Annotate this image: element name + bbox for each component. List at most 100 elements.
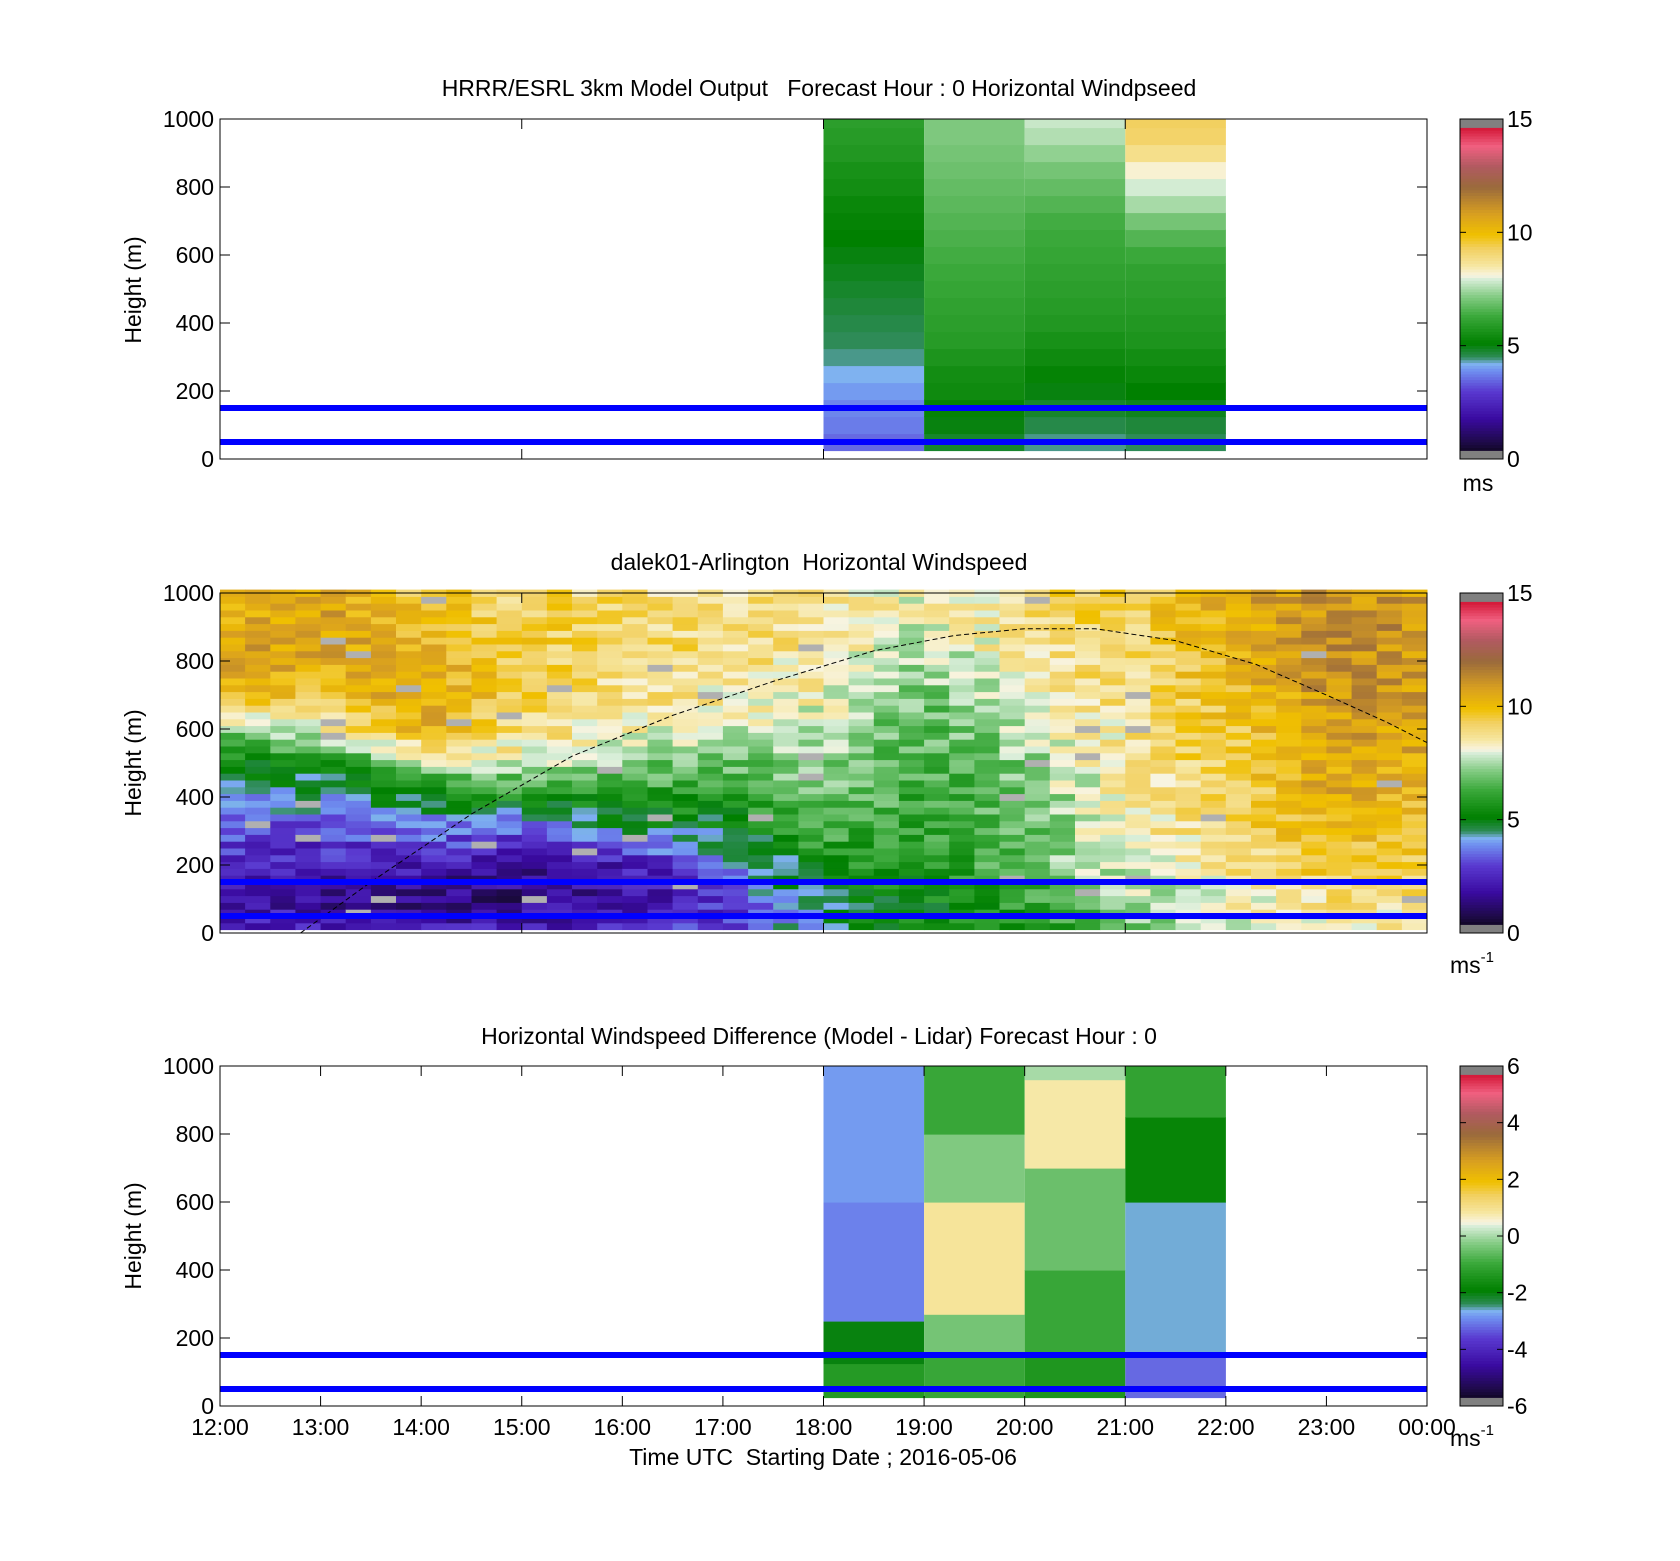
heatmap-cell (1200, 895, 1227, 903)
heatmap-cell (873, 766, 900, 774)
heatmap-cell (521, 705, 548, 713)
colorbar-segment (1460, 240, 1503, 245)
colorbar-segment (1460, 1340, 1503, 1345)
heatmap-cell (622, 766, 648, 774)
colorbar-segment (1460, 833, 1503, 838)
heatmap-cell (446, 644, 472, 652)
heatmap-cell (999, 902, 1026, 910)
heatmap-cell (1049, 854, 1076, 863)
heatmap-cell (1200, 657, 1227, 665)
heatmap-cell (748, 793, 774, 801)
heatmap-cell (421, 916, 447, 924)
heatmap-cell (1351, 841, 1378, 849)
heatmap-cell (546, 773, 573, 781)
heatmap-cell (1301, 861, 1327, 869)
heatmap-cell (1351, 854, 1378, 863)
heatmap-cell (848, 902, 875, 910)
colorbar-segment (1460, 1343, 1503, 1347)
colorbar-segment (1460, 867, 1503, 872)
heatmap-cell (220, 630, 246, 638)
heatmap-cell (446, 684, 472, 693)
heatmap-cell (622, 888, 648, 897)
heatmap-cell (245, 834, 271, 842)
heatmap-cell (823, 1202, 925, 1322)
heatmap-cell (1125, 766, 1151, 774)
heatmap-cell (949, 752, 975, 761)
heatmap-cell (1049, 841, 1076, 849)
colorbar-segment (1460, 204, 1503, 208)
heatmap-cell (748, 664, 774, 672)
heatmap-cell (370, 780, 397, 788)
heatmap-cell (1049, 916, 1076, 924)
heatmap-cell (999, 623, 1026, 631)
heatmap-cell (949, 650, 975, 659)
heatmap-cell (697, 650, 724, 659)
heatmap-cell (672, 732, 699, 740)
heatmap-cell (1049, 698, 1076, 706)
heatmap-cell (396, 861, 422, 869)
heatmap-cell (421, 841, 447, 849)
heatmap-cell (446, 698, 472, 706)
heatmap-cell (773, 610, 799, 618)
heatmap-cell (898, 725, 925, 733)
heatmap-cell (320, 644, 347, 652)
heatmap-cell (1075, 603, 1101, 611)
heatmap-cell (270, 800, 296, 808)
heatmap-cell (396, 752, 422, 761)
heatmap-cell (1351, 861, 1378, 869)
x-tick-label: 18:00 (795, 1414, 853, 1440)
heatmap-cell (370, 875, 397, 883)
heatmap-cell (873, 678, 900, 686)
heatmap-cell (949, 888, 975, 897)
heatmap-cell (446, 725, 472, 733)
heatmap-cell (1100, 732, 1126, 740)
colorbar-segment (1460, 1216, 1503, 1220)
panel-model-ylabel: Height (m) (120, 236, 146, 343)
heatmap-cell (1024, 759, 1051, 767)
heatmap-cell (471, 705, 498, 713)
heatmap-cell (471, 868, 498, 876)
heatmap-cell (1075, 746, 1101, 754)
heatmap-cell (370, 922, 397, 931)
heatmap-cell (345, 718, 372, 727)
heatmap-cell (748, 603, 774, 611)
colorbar-segment (1460, 215, 1503, 219)
colorbar-segment (1460, 646, 1503, 651)
heatmap-cell (1225, 800, 1252, 808)
colorbar-segment (1460, 632, 1503, 636)
heatmap-cell (798, 841, 824, 849)
heatmap-cell (396, 807, 422, 815)
heatmap-cell (396, 637, 422, 645)
heatmap-cell (345, 759, 372, 767)
heatmap-cell (647, 820, 674, 829)
heatmap-cell (320, 671, 347, 679)
heatmap-cell (1150, 922, 1176, 931)
heatmap-cell (572, 698, 598, 706)
heatmap-cell (345, 623, 372, 631)
heatmap-cell (345, 888, 372, 897)
heatmap-cell (295, 705, 321, 713)
heatmap-cell (572, 814, 598, 822)
heatmap-cell (898, 895, 925, 903)
heatmap-cell (798, 786, 824, 795)
heatmap-cell (748, 766, 774, 774)
heatmap-cell (773, 759, 799, 767)
heatmap-cell (471, 861, 498, 869)
heatmap-cell (345, 739, 372, 747)
colorbar-segment (1460, 184, 1503, 188)
colorbar-segment (1460, 816, 1503, 821)
colorbar-segment (1460, 181, 1503, 185)
heatmap-cell (521, 691, 548, 699)
heatmap-cell (999, 786, 1026, 795)
heatmap-cell (421, 888, 447, 897)
heatmap-cell (220, 637, 246, 645)
heatmap-cell (597, 678, 623, 686)
colorbar-segment (1460, 289, 1503, 293)
heatmap-cell (949, 922, 975, 931)
colorbar-segment (1460, 396, 1503, 400)
heatmap-cell (999, 684, 1026, 693)
heatmap-cell (572, 752, 598, 761)
heatmap-cell (521, 895, 548, 903)
colorbar-segment (1460, 172, 1503, 177)
